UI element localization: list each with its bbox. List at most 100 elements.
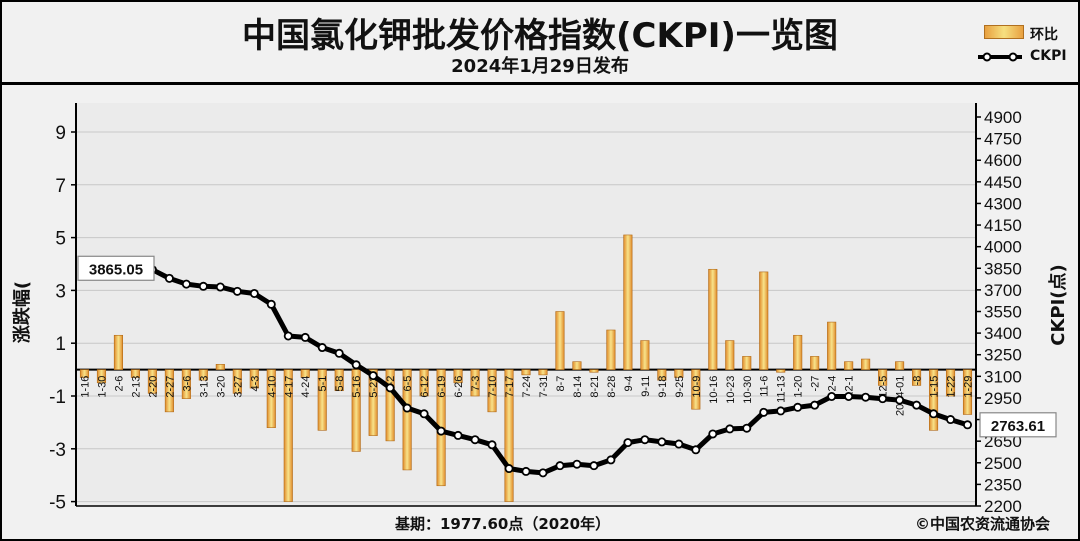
ckpi-point <box>470 435 480 445</box>
ckpi-point <box>521 466 531 476</box>
category-label: 10-23 <box>725 376 737 404</box>
ckpi-point <box>504 464 514 474</box>
ckpi-point <box>606 455 616 465</box>
right-tick-label: 3550 <box>984 303 1022 322</box>
ckpi-point <box>946 415 956 425</box>
copyright-note: ©中国农资流通协会 <box>915 515 1051 533</box>
category-label: 5-8 <box>334 376 346 392</box>
category-label: 9-25 <box>674 376 686 398</box>
category-label: 7-24 <box>521 376 533 398</box>
bar <box>827 321 837 370</box>
right-tick-label: 2950 <box>984 389 1022 408</box>
ckpi-point <box>844 392 854 402</box>
bar <box>844 361 854 370</box>
category-label: 6-5 <box>402 376 414 392</box>
ckpi-point <box>793 402 803 412</box>
bar <box>470 369 480 397</box>
right-tick-label: 4600 <box>984 151 1022 170</box>
ckpi-point <box>725 424 735 434</box>
category-label: 7-3 <box>470 376 482 392</box>
bar <box>572 361 582 370</box>
callout-box <box>77 255 155 281</box>
bar <box>351 369 361 452</box>
ckpi-point <box>555 461 565 471</box>
legend-bar-label: 环比 <box>1030 27 1058 43</box>
right-tick-label: 4000 <box>984 238 1022 257</box>
left-tick-label: 3 <box>55 281 66 302</box>
ckpi-point <box>487 440 497 450</box>
category-label: 2-20 <box>147 376 159 398</box>
category-label: 8-7 <box>555 376 567 392</box>
bar <box>96 369 107 384</box>
category-label: 1-16 <box>79 376 91 398</box>
bar <box>589 369 599 373</box>
bar <box>810 356 820 370</box>
bar <box>385 369 395 442</box>
ckpi-point <box>215 282 225 292</box>
bar <box>164 369 174 413</box>
legend-bar-swatch <box>984 25 1024 39</box>
bar <box>504 369 514 502</box>
right-axis-title: CKPI(点) <box>1047 264 1069 346</box>
category-label: -27 <box>810 376 822 392</box>
ckpi-point <box>334 348 344 358</box>
right-tick-label: 4450 <box>984 173 1022 192</box>
bar <box>79 369 90 378</box>
bar <box>521 369 531 376</box>
category-label: 7-10 <box>487 376 499 398</box>
category-label: 4-10 <box>266 376 278 398</box>
category-label: 10-16 <box>708 376 720 404</box>
callout-box <box>979 412 1057 438</box>
ckpi-point <box>674 439 684 449</box>
callout-label: 2763.61 <box>991 418 1045 435</box>
ckpi-point <box>827 392 837 402</box>
bar <box>368 369 378 436</box>
category-label: 10-9 <box>691 376 703 398</box>
category-label: 4-3 <box>249 376 261 392</box>
bar <box>674 369 684 378</box>
ckpi-point <box>623 438 633 448</box>
bar <box>742 356 752 370</box>
bar <box>147 369 157 394</box>
bar <box>691 369 701 410</box>
bar <box>912 369 922 386</box>
bar <box>640 340 650 370</box>
left-tick-label: -1 <box>49 387 66 408</box>
ckpi-point <box>385 383 395 393</box>
right-tick-label: 3850 <box>984 259 1022 278</box>
legend: 环比 CKPI <box>974 20 1074 72</box>
legend-item-line: CKPI <box>974 46 1074 68</box>
ckpi-point <box>368 371 378 381</box>
category-label: 8-14 <box>572 376 584 398</box>
bar <box>657 369 667 381</box>
ckpi-point <box>912 400 922 410</box>
category-label: 6-26 <box>453 376 465 398</box>
category-label: 7-31 <box>538 376 550 398</box>
category-label: 2-27 <box>164 376 176 398</box>
ckpi-point <box>895 395 905 405</box>
bar <box>793 334 803 370</box>
ckpi-point <box>453 430 463 440</box>
legend-line-label: CKPI <box>1030 48 1067 64</box>
left-tick-label: -3 <box>49 440 66 461</box>
chart-subtitle: 2024年1月29日发布 <box>451 56 629 77</box>
ckpi-point <box>810 400 820 410</box>
category-label: 2-6 <box>113 376 125 392</box>
bar <box>861 358 871 370</box>
bar <box>283 369 293 502</box>
right-tick-label: 2500 <box>984 454 1022 473</box>
category-label: 4-17 <box>283 376 295 398</box>
category-label: 10-30 <box>742 376 754 404</box>
ckpi-point <box>878 394 888 404</box>
category-label: 6-19 <box>436 376 448 398</box>
category-label: 3-13 <box>198 376 210 398</box>
bar <box>606 329 616 370</box>
bar <box>945 369 956 397</box>
ckpi-point <box>589 461 599 471</box>
ckpi-point <box>776 406 786 416</box>
category-label: 1-22 <box>946 376 958 398</box>
bar <box>895 361 905 370</box>
ckpi-point <box>572 459 582 469</box>
bar <box>215 364 225 370</box>
category-label: 1-30 <box>96 376 108 398</box>
